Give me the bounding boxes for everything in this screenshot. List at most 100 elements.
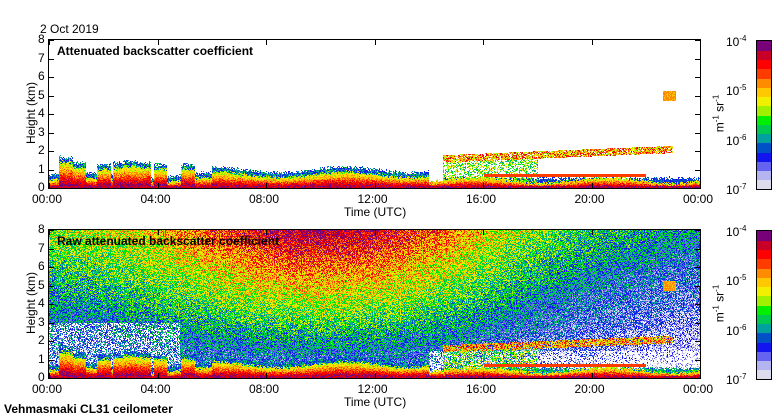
colorbar	[756, 40, 772, 190]
x-tick-mark	[157, 183, 159, 188]
x-tick-mark	[49, 373, 50, 378]
colorbar-tick-exponent: -6	[739, 132, 747, 142]
y-tick-mark	[49, 95, 54, 97]
y-tick-mark	[695, 169, 700, 171]
x-tick-mark	[266, 230, 267, 235]
x-tick-label: 20:00	[574, 192, 605, 206]
y-tick-label: 4	[38, 296, 45, 310]
y-tick-mark	[695, 285, 700, 287]
unit-exponent: -1	[711, 115, 721, 123]
y-tick-mark	[49, 132, 54, 134]
y-axis-label: Height (km)	[24, 271, 39, 335]
colorbar-tick-base: 10	[726, 225, 740, 239]
instrument-label: Vehmasmaki CL31 ceilometer	[4, 402, 173, 416]
x-tick-mark	[266, 373, 267, 378]
colorbar-tick-label: 10-5	[726, 273, 746, 288]
unit-sr: sr	[712, 101, 727, 116]
x-tick-mark	[591, 40, 593, 45]
colorbar-tick-label: 10-4	[726, 224, 746, 239]
y-tick-label: 0	[38, 370, 45, 384]
date-label: 2 Oct 2019	[40, 22, 99, 36]
x-tick-mark	[483, 230, 484, 235]
colorbar-tick-base: 10	[726, 323, 740, 338]
x-tick-mark	[49, 183, 50, 188]
colorbar-tick-label: 10-7	[726, 182, 746, 197]
x-tick-mark	[157, 40, 159, 45]
x-tick-mark	[700, 40, 701, 45]
y-tick-mark	[695, 304, 700, 305]
x-axis-label: Time (UTC)	[344, 205, 407, 219]
colorbar-tick-exponent: -5	[739, 83, 747, 93]
plot-frame	[48, 229, 701, 379]
colorbar-tick-exponent: -5	[739, 273, 747, 283]
x-tick-mark	[483, 183, 484, 188]
plot-frame	[48, 39, 701, 189]
x-tick-mark	[700, 183, 701, 188]
x-tick-mark	[266, 183, 267, 188]
y-tick-mark	[49, 304, 54, 305]
unit-exponent: -1	[711, 305, 721, 313]
backscatter-heatmap	[49, 230, 700, 378]
y-tick-label: 3	[38, 314, 45, 329]
y-tick-mark	[695, 267, 700, 268]
y-tick-mark	[49, 248, 54, 250]
colorbar-tick-base: 10	[726, 84, 740, 99]
x-tick-mark	[700, 373, 701, 378]
colorbar-tick-label: 10-6	[726, 323, 746, 338]
y-tick-label: 6	[38, 259, 45, 273]
x-tick-mark	[483, 40, 484, 45]
y-tick-label: 2	[38, 143, 45, 157]
x-tick-mark	[374, 373, 376, 378]
x-tick-mark	[266, 40, 267, 45]
x-tick-label: 00:00	[683, 192, 714, 206]
x-tick-label: 04:00	[140, 192, 171, 206]
y-tick-label: 1	[38, 351, 45, 366]
y-tick-label: 3	[38, 124, 45, 139]
colorbar-tick-base: 10	[726, 35, 740, 49]
y-tick-label: 5	[38, 277, 45, 292]
colorbar-tick-label: 10-7	[726, 372, 746, 387]
y-tick-mark	[695, 132, 700, 134]
panel-title: Attenuated backscatter coefficient	[57, 44, 254, 58]
y-tick-label: 6	[38, 69, 45, 83]
y-tick-label: 5	[38, 87, 45, 102]
y-tick-label: 4	[38, 106, 45, 120]
backscatter-heatmap	[49, 40, 700, 188]
x-tick-label: 00:00	[32, 382, 63, 396]
y-tick-mark	[695, 40, 700, 41]
colorbar-tick-base: 10	[726, 274, 740, 289]
colorbar-tick-label: 10-4	[726, 34, 746, 49]
y-tick-mark	[695, 341, 700, 342]
y-tick-mark	[49, 267, 54, 268]
y-tick-mark	[49, 285, 54, 287]
y-tick-mark	[695, 77, 700, 78]
y-tick-mark	[49, 359, 54, 361]
x-tick-label: 12:00	[357, 192, 388, 206]
colorbar-unit-label: m-1 sr-1	[711, 285, 726, 323]
y-tick-mark	[695, 322, 700, 324]
y-tick-mark	[49, 151, 54, 152]
x-tick-mark	[49, 40, 50, 45]
colorbar-tick-label: 10-6	[726, 133, 746, 148]
unit-exponent: -1	[711, 284, 721, 292]
colorbar	[756, 230, 772, 380]
unit-base: m	[712, 122, 727, 133]
colorbar-tick-base: 10	[726, 373, 740, 387]
x-tick-label: 08:00	[249, 382, 280, 396]
unit-base: m	[712, 312, 727, 323]
colorbar-tick-base: 10	[726, 133, 740, 148]
x-tick-label: 00:00	[683, 382, 714, 396]
y-tick-mark	[695, 58, 700, 60]
y-tick-mark	[695, 248, 700, 250]
y-tick-label: 1	[38, 161, 45, 176]
y-tick-mark	[49, 230, 54, 231]
y-axis-label: Height (km)	[24, 81, 39, 145]
y-tick-mark	[695, 359, 700, 361]
y-tick-mark	[49, 341, 54, 342]
y-tick-label: 7	[38, 50, 45, 65]
colorbar-tick-exponent: -4	[739, 34, 747, 43]
colorbar-tick-label: 10-5	[726, 83, 746, 98]
y-tick-label: 7	[38, 240, 45, 255]
y-tick-mark	[695, 95, 700, 97]
